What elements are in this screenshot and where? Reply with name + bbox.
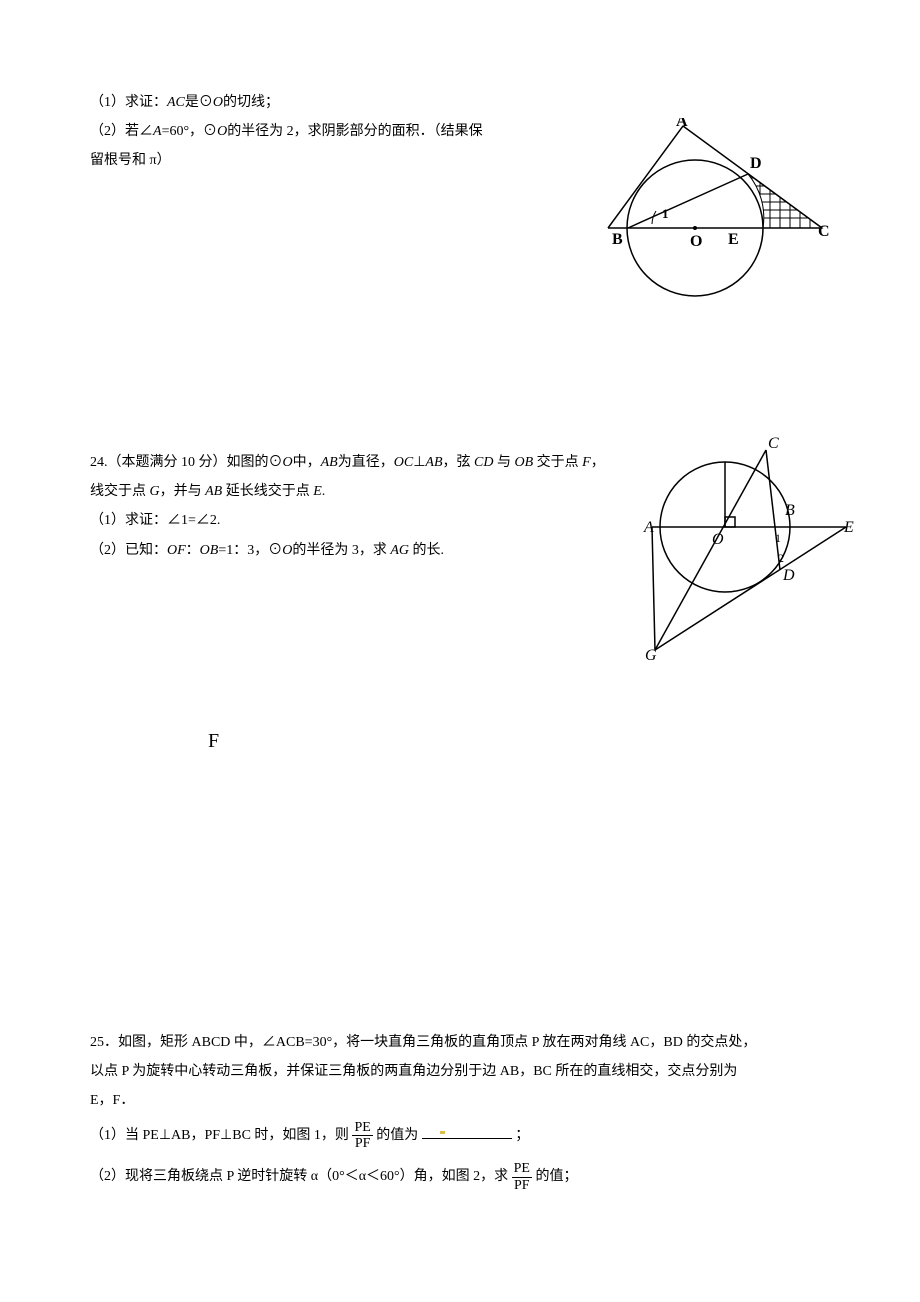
text: ，弦 [443,455,475,470]
text: O [282,543,292,558]
text: ，并与 [160,484,206,499]
text: ， [591,455,605,470]
text: （1）求证： [90,95,167,110]
text: . [322,484,326,499]
text: 与 [493,455,514,470]
q25-line4: （1）当 PE⊥AB，PF⊥BC 时，如图 1，则 PE PF 的值为 ； [90,1120,830,1152]
text: （1）当 PE⊥AB，PF⊥BC 时，如图 1，则 [90,1128,349,1143]
text: G [150,484,160,499]
label-D: D [782,567,795,584]
text: OB [200,543,219,558]
text: ： [186,543,200,558]
label-O: O [712,531,724,548]
text: AB [425,455,442,470]
q25-line2: 以点 P 为旋转中心转动三角板，并保证三角板的两直角边分别于边 AB，BC 所在… [90,1059,830,1084]
answer-blank [422,1125,512,1139]
label-B: B [785,502,795,519]
q23-figure: A B C D E O 1 [590,118,830,308]
text: AB [205,484,222,499]
text: AB [321,455,338,470]
text: 的切线； [223,95,279,110]
text: AG [390,543,409,558]
label-O: O [690,233,702,250]
blank-dot [440,1131,445,1134]
text: 的值为 [376,1128,418,1143]
text: 延长线交于点 [222,484,313,499]
text: CD [474,455,493,470]
text: OB [514,455,533,470]
question-25: 25．如图，矩形 ABCD 中，∠ACB=30°，将一块直角三角板的直角顶点 P… [90,1030,830,1193]
label-1: 1 [775,531,781,545]
label-1: 1 [662,206,669,221]
label-E: E [843,519,854,536]
text: （2）已知： [90,543,167,558]
text: E [313,484,322,499]
frac-num: PE [352,1120,372,1136]
label-E: E [728,231,739,248]
stray-f: F [208,723,830,759]
question-23: （1）求证：AC是⊙O的切线； （2）若∠A=60°，⊙O的半径为 2，求阴影部… [90,90,830,430]
text: =60°，⊙ [162,124,218,139]
q24-line1: 24.（本题满分 10 分）如图的⊙O中，AB为直径，OC⊥AB，弦 CD 与 … [90,450,650,475]
frac-num: PE [512,1161,532,1177]
text: 交于点 [533,455,582,470]
text: 24.（本题满分 10 分）如图的⊙ [90,455,283,470]
q25-line1: 25．如图，矩形 ABCD 中，∠ACB=30°，将一块直角三角板的直角顶点 P… [90,1030,830,1055]
text: 的长. [409,543,444,558]
q25-line3: E，F． [90,1088,830,1113]
label-2: 2 [778,551,784,565]
question-24: 24.（本题满分 10 分）如图的⊙O中，AB为直径，OC⊥AB，弦 CD 与 … [90,450,830,1010]
text: O [213,95,223,110]
text: （2）若∠ [90,124,153,139]
fraction-pe-pf-2: PE PF [512,1161,532,1193]
label-C: C [768,435,779,452]
q25-line5: （2）现将三角板绕点 P 逆时针旋转 α（0°＜α＜60°）角，如图 2，求 P… [90,1161,830,1193]
text: =1：3，⊙ [218,543,282,558]
text: O [217,124,227,139]
q24-figure: A B C D E G O 1 2 [620,430,860,670]
text: 中， [293,455,321,470]
label-D: D [750,155,762,172]
label-G: G [645,647,657,664]
text: 为直径， [338,455,394,470]
frac-den: PF [352,1136,372,1151]
text: ⊥ [413,455,425,470]
label-A: A [676,118,688,130]
text: 线交于点 [90,484,150,499]
text: A [153,124,162,139]
text: OC [394,455,413,470]
label-C: C [818,223,830,240]
text: 是⊙ [185,95,213,110]
text: OF [167,543,186,558]
frac-den: PF [512,1178,532,1193]
text: F [582,455,591,470]
text: 的值； [535,1169,577,1184]
text: 的半径为 2，求阴影部分的面积．（结果保 [227,124,483,139]
text: 的半径为 3，求 [292,543,390,558]
label-B: B [612,231,623,248]
text: （2）现将三角板绕点 P 逆时针旋转 α（0°＜α＜60°）角，如图 2，求 [90,1169,508,1184]
text: ； [515,1128,529,1143]
text: O [283,455,293,470]
fraction-pe-pf: PE PF [352,1120,372,1152]
q23-line2: （2）若∠A=60°，⊙O的半径为 2，求阴影部分的面积．（结果保 [90,119,520,144]
q23-line1: （1）求证：AC是⊙O的切线； [90,90,830,115]
label-A: A [643,519,654,536]
text: AC [167,95,185,110]
